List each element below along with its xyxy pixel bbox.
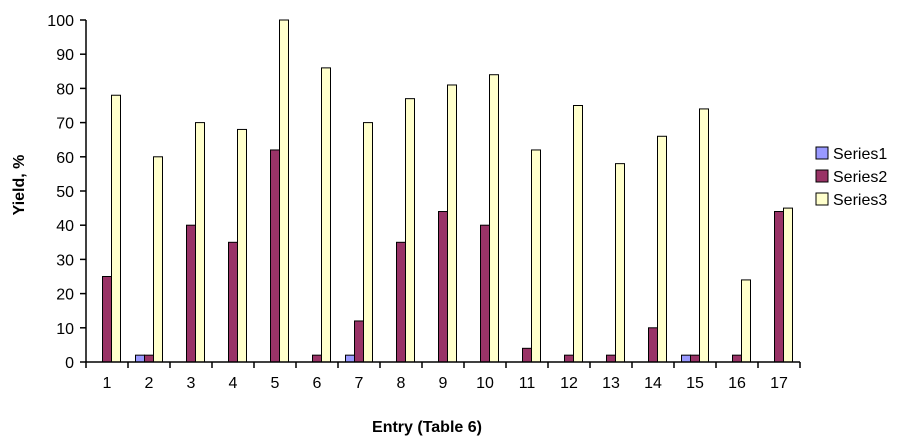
legend-label-series3: Series3 [833, 192, 887, 209]
x-tick-label: 14 [644, 375, 662, 392]
y-tick-label: 0 [65, 355, 74, 372]
bar-series2-entry-2 [144, 354, 154, 363]
y-tick-label: 70 [56, 116, 74, 133]
y-tick-label: 100 [47, 13, 74, 30]
legend-label-series2: Series2 [833, 169, 887, 186]
bar-series1-entry-15 [681, 354, 691, 363]
bar-series3-entry-7 [363, 122, 373, 363]
bar-series3-entry-8 [405, 98, 415, 363]
x-tick-label: 16 [728, 375, 746, 392]
bar-series3-entry-16 [741, 279, 751, 363]
bar-series2-entry-15 [690, 354, 700, 363]
x-tick-label: 2 [145, 375, 154, 392]
bar-series3-entry-5 [279, 19, 289, 363]
y-tick-label: 50 [56, 184, 74, 201]
bar-series2-entry-14 [648, 327, 658, 363]
bar-series2-entry-7 [354, 320, 364, 363]
legend-swatch-series2 [815, 169, 829, 183]
bar-series3-entry-12 [573, 105, 583, 363]
bar-series2-entry-13 [606, 354, 616, 363]
bar-series3-entry-17 [783, 207, 793, 363]
x-tick-label: 6 [313, 375, 322, 392]
x-tick-label: 8 [397, 375, 406, 392]
bar-series3-entry-13 [615, 163, 625, 363]
legend-swatch-series1 [815, 146, 829, 160]
bar-series3-entry-15 [699, 108, 709, 363]
x-axis-title: Entry (Table 6) [372, 419, 482, 436]
x-tick-label: 11 [519, 375, 536, 392]
y-ticks: 0 10 20 30 40 50 60 70 80 90 100 [47, 13, 86, 372]
bar-series2-entry-11 [522, 347, 532, 363]
y-tick-label: 90 [56, 47, 74, 64]
bars-group [102, 19, 793, 363]
bar-series3-entry-6 [321, 67, 331, 363]
x-tick-label: 3 [187, 375, 196, 392]
bar-series3-entry-14 [657, 135, 667, 363]
bar-series3-entry-4 [237, 128, 247, 363]
bar-series2-entry-6 [312, 354, 322, 363]
x-tick-label: 5 [271, 375, 280, 392]
bar-series2-entry-10 [480, 224, 490, 363]
legend-swatch-series3 [815, 192, 829, 206]
bar-series3-entry-10 [489, 74, 499, 363]
bar-series2-entry-3 [186, 224, 196, 363]
x-ticks: 1 2 3 4 5 6 7 8 9 10 11 12 13 14 15 16 17 [85, 362, 801, 392]
x-tick-label: 9 [439, 375, 448, 392]
bar-series3-entry-2 [153, 156, 163, 363]
bar-series3-entry-1 [111, 94, 121, 363]
bar-series2-entry-17 [774, 211, 784, 363]
y-axis-title: Yield, % [11, 155, 28, 216]
bar-series1-entry-7 [345, 354, 355, 363]
y-tick-label: 60 [56, 150, 74, 167]
bar-series2-entry-4 [228, 241, 238, 363]
x-tick-label: 13 [602, 375, 620, 392]
y-tick-label: 20 [56, 287, 74, 304]
bar-series3-entry-9 [447, 84, 457, 363]
legend-label-series1: Series1 [833, 146, 887, 163]
bar-series2-entry-9 [438, 211, 448, 363]
y-tick-label: 80 [56, 81, 74, 98]
bar-series2-entry-16 [732, 354, 742, 363]
bar-series1-entry-2 [135, 354, 145, 363]
y-tick-label: 40 [56, 218, 74, 235]
x-tick-label: 12 [560, 375, 578, 392]
x-tick-label: 15 [686, 375, 704, 392]
x-tick-label: 10 [476, 375, 494, 392]
bar-series3-entry-3 [195, 122, 205, 363]
bar-series2-entry-1 [102, 276, 112, 363]
y-tick-label: 30 [56, 252, 74, 269]
x-tick-label: 4 [229, 375, 238, 392]
bar-series2-entry-8 [396, 241, 406, 363]
bar-series2-entry-12 [564, 354, 574, 363]
x-tick-label: 1 [103, 375, 112, 392]
legend: Series1 Series2 Series3 [815, 146, 887, 209]
x-tick-label: 7 [355, 375, 364, 392]
bar-series2-entry-5 [270, 149, 280, 363]
bar-series3-entry-11 [531, 149, 541, 363]
x-tick-label: 17 [770, 375, 788, 392]
y-tick-label: 10 [56, 321, 74, 338]
